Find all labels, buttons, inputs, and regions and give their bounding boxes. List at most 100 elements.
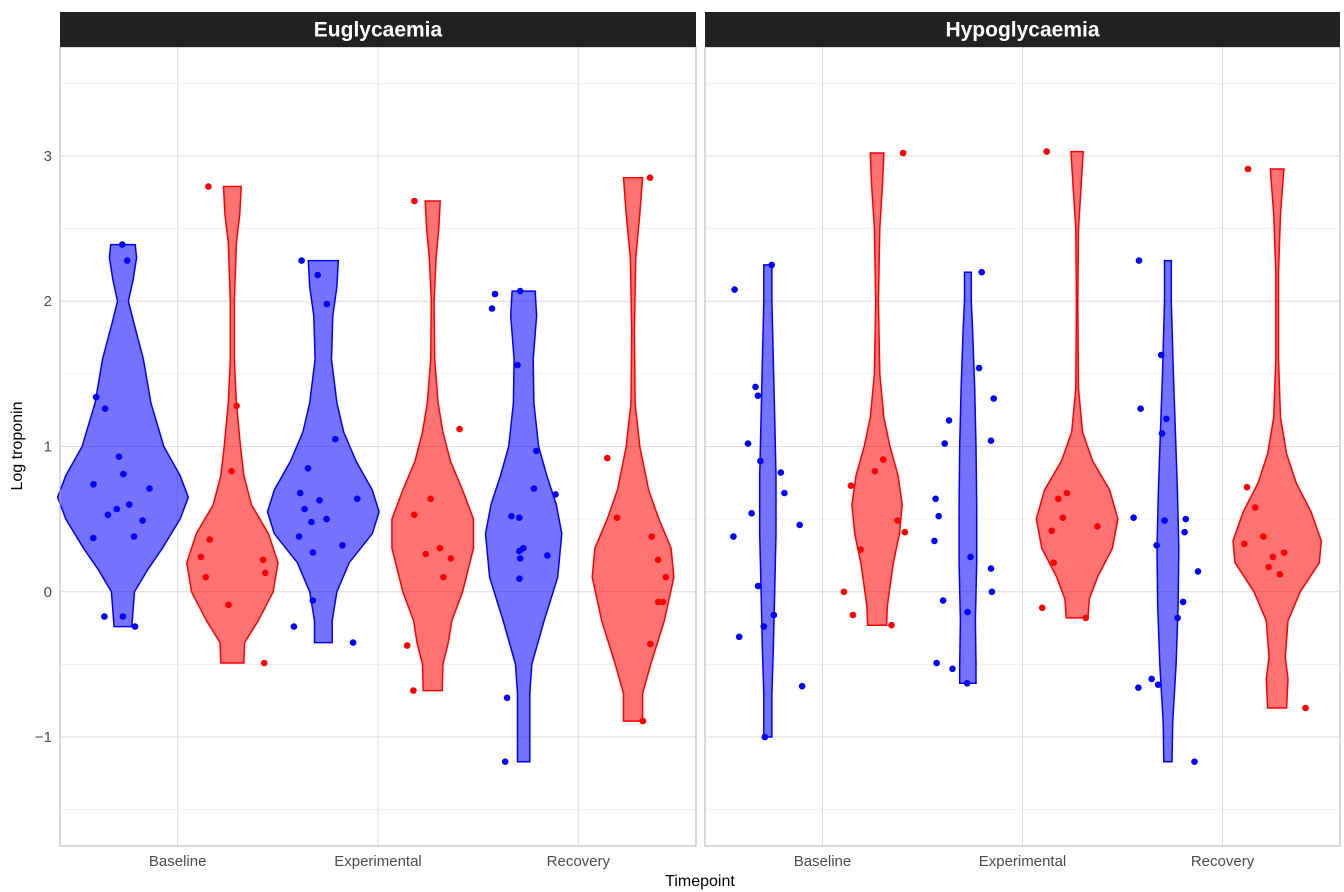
data-point bbox=[1260, 533, 1267, 540]
data-point bbox=[1174, 614, 1181, 622]
data-point bbox=[349, 639, 357, 646]
data-point bbox=[1157, 351, 1165, 359]
data-point bbox=[533, 447, 540, 455]
data-point bbox=[508, 512, 515, 520]
data-point bbox=[1154, 681, 1162, 688]
data-point bbox=[411, 197, 418, 205]
data-point bbox=[339, 542, 346, 549]
data-point bbox=[410, 511, 418, 519]
data-point bbox=[503, 694, 511, 702]
data-point bbox=[1050, 559, 1057, 566]
data-point bbox=[552, 491, 559, 498]
data-point bbox=[1153, 542, 1160, 549]
violin-red-experimental bbox=[391, 200, 475, 692]
violin-blue-recovery bbox=[484, 290, 563, 763]
data-point bbox=[604, 454, 611, 462]
data-point bbox=[646, 174, 654, 181]
data-point bbox=[261, 569, 269, 577]
violin-blue-recovery bbox=[1156, 259, 1180, 763]
data-point bbox=[323, 515, 330, 523]
data-point bbox=[202, 573, 210, 581]
data-point bbox=[260, 659, 268, 667]
data-point bbox=[659, 598, 667, 606]
data-point bbox=[796, 521, 803, 529]
data-point bbox=[963, 680, 971, 687]
data-point bbox=[491, 290, 499, 298]
data-point bbox=[798, 682, 806, 690]
data-point bbox=[488, 305, 496, 312]
data-point bbox=[987, 565, 995, 572]
data-point bbox=[516, 514, 523, 521]
data-point bbox=[613, 514, 621, 521]
data-point bbox=[975, 364, 983, 372]
data-point bbox=[1191, 758, 1198, 765]
data-point bbox=[949, 665, 956, 673]
data-point bbox=[316, 497, 323, 504]
y-tick-label: 0 bbox=[44, 584, 52, 601]
data-point bbox=[731, 286, 738, 293]
data-point bbox=[309, 597, 317, 604]
data-point bbox=[935, 512, 942, 520]
data-point bbox=[894, 517, 901, 524]
data-point bbox=[879, 456, 887, 463]
data-point bbox=[403, 642, 411, 649]
data-point bbox=[119, 241, 126, 248]
y-tick-label: −1 bbox=[35, 729, 52, 746]
violin-red-recovery bbox=[1232, 168, 1323, 709]
data-point bbox=[332, 435, 339, 443]
data-point bbox=[1130, 514, 1137, 521]
violin-blue-experimental bbox=[958, 271, 978, 685]
data-point bbox=[1158, 430, 1166, 437]
facet-strip bbox=[60, 12, 696, 47]
data-point bbox=[752, 383, 759, 391]
data-point bbox=[761, 733, 769, 741]
data-point bbox=[1241, 540, 1248, 548]
data-point bbox=[309, 549, 317, 556]
data-point bbox=[757, 457, 764, 465]
data-point bbox=[131, 623, 139, 630]
data-point bbox=[990, 395, 997, 402]
data-point bbox=[119, 613, 127, 620]
data-point bbox=[847, 482, 855, 490]
x-tick-label: Baseline bbox=[794, 853, 852, 870]
data-point bbox=[754, 392, 762, 400]
data-point bbox=[308, 518, 315, 526]
data-point bbox=[1063, 489, 1071, 497]
data-point bbox=[1181, 528, 1188, 536]
data-point bbox=[516, 555, 524, 562]
data-point bbox=[1302, 704, 1309, 712]
data-point bbox=[298, 257, 305, 264]
data-point bbox=[130, 533, 138, 540]
data-point bbox=[440, 573, 447, 581]
data-point bbox=[90, 481, 97, 488]
data-point bbox=[1280, 549, 1288, 556]
data-point bbox=[354, 495, 361, 503]
data-point bbox=[1135, 684, 1142, 691]
data-point bbox=[104, 511, 112, 519]
facet-panels: Euglycaemia Hypoglycaemia bbox=[56, 12, 1341, 847]
data-point bbox=[296, 489, 304, 497]
data-point bbox=[90, 534, 97, 542]
data-point bbox=[290, 623, 298, 630]
data-point bbox=[840, 588, 848, 596]
data-point bbox=[228, 467, 235, 475]
violin-red-recovery bbox=[591, 176, 675, 722]
data-point bbox=[735, 633, 743, 641]
data-point bbox=[1251, 504, 1259, 511]
data-point bbox=[871, 467, 879, 475]
data-point bbox=[501, 758, 509, 765]
data-point bbox=[978, 268, 985, 276]
facet-strip-label: Hypoglycaemia bbox=[945, 19, 1099, 42]
data-point bbox=[1048, 527, 1055, 535]
x-tick-label: Recovery bbox=[1191, 853, 1255, 870]
data-point bbox=[1276, 571, 1284, 578]
x-axis-title: Timepoint bbox=[665, 873, 735, 890]
violin-blue-experimental bbox=[266, 259, 380, 644]
data-point bbox=[648, 533, 655, 540]
data-point bbox=[939, 597, 947, 604]
data-point bbox=[849, 611, 857, 619]
data-point bbox=[933, 659, 940, 667]
data-point bbox=[323, 300, 331, 308]
data-point bbox=[544, 552, 551, 559]
x-tick-label: Baseline bbox=[149, 853, 207, 870]
